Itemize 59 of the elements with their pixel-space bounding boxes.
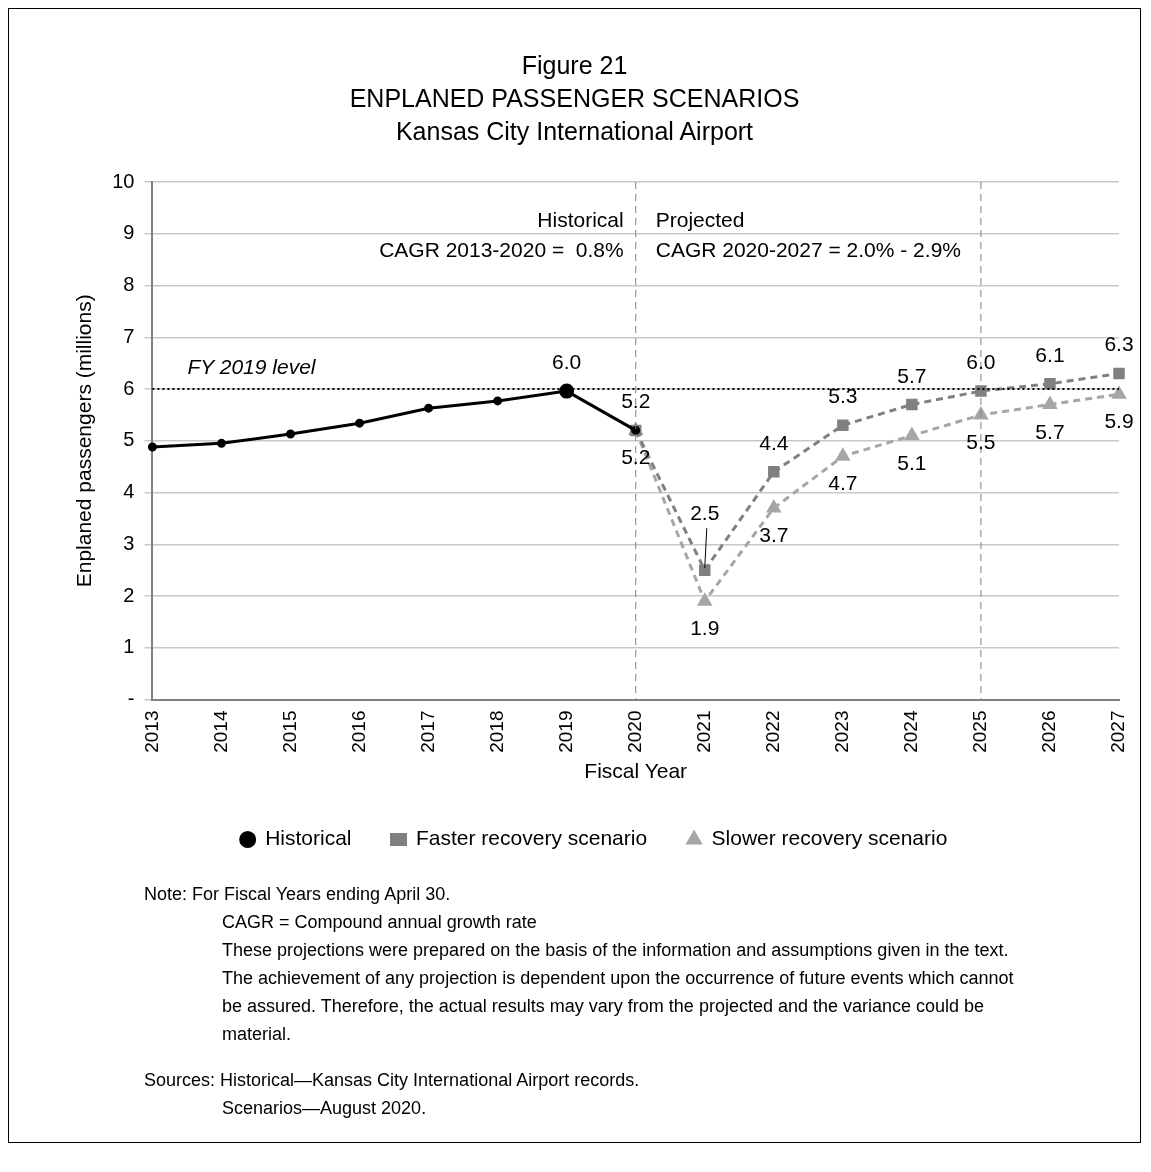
x-tick-label: 2013 — [140, 710, 162, 753]
annotation: Historical — [537, 208, 624, 231]
x-tick-label: 2017 — [416, 710, 438, 753]
data-label: 3.7 — [759, 523, 789, 547]
y-tick-label: 5 — [123, 428, 135, 451]
x-tick-label: 2015 — [278, 710, 300, 753]
data-label: 1.9 — [690, 616, 720, 640]
data-label: 5.7 — [1035, 419, 1065, 443]
y-tick-label: 6 — [123, 376, 135, 399]
data-label: 6.3 — [1104, 332, 1134, 356]
x-tick-label: 2014 — [209, 710, 231, 753]
data-label: 5.7 — [897, 363, 927, 387]
chart-title: Figure 21 ENPLANED PASSENGER SCENARIOS Kansas City International Airport — [348, 50, 801, 147]
annotation: Projected — [655, 208, 745, 231]
y-tick-label: 8 — [123, 273, 135, 296]
legend-label: Slower recovery scenario — [711, 826, 948, 850]
x-tick-label: 2027 — [1107, 710, 1129, 753]
data-label: 2.5 — [690, 501, 720, 525]
data-label: 6.0 — [966, 350, 996, 374]
data-label: 4.4 — [759, 430, 789, 454]
y-axis-title: Enplaned passengers (millions) — [72, 294, 96, 588]
data-label: 5.3 — [828, 384, 858, 408]
x-tick-label: 2018 — [485, 710, 507, 753]
x-tick-label: 2020 — [623, 710, 645, 753]
legend-label: Faster recovery scenario — [416, 826, 648, 850]
data-label: 5.2 — [621, 389, 651, 413]
y-tick-label: 2 — [123, 583, 135, 606]
y-tick-label: 10 — [112, 169, 135, 192]
x-tick-label: 2021 — [693, 710, 714, 753]
annotation: CAGR 2020-2027 = 2.0% - 2.9% — [655, 238, 961, 261]
x-tick-label: 2025 — [969, 710, 991, 753]
annotation: CAGR 2013-2020 = 0.8% — [379, 238, 624, 261]
data-label: 6.0 — [552, 350, 582, 374]
x-tick-label: 2026 — [1038, 710, 1060, 753]
source-note: Sources: Historical—Kansas City International Airport records. — [144, 1069, 641, 1092]
x-axis-title: Fiscal Year — [584, 759, 688, 783]
y-tick-label: 7 — [123, 324, 135, 347]
data-label: 5.5 — [966, 429, 996, 453]
legend-label: Historical — [265, 826, 352, 850]
data-label: 5.2 — [621, 445, 651, 469]
data-label: 6.1 — [1035, 342, 1065, 366]
data-label: 5.1 — [897, 450, 927, 474]
x-tick-label: 2022 — [762, 710, 784, 753]
y-tick-label: 3 — [123, 531, 135, 554]
y-tick-label: 9 — [123, 221, 135, 244]
text: These projections were prepared on the basis of the information and assumptions given in the text. The achievement of any projection is dependent upon the occurrence of future events which cannot be assured. Therefore, the actual results may vary from the projected and the variance could be material. — [222, 939, 1015, 1046]
x-tick-label: 2019 — [554, 710, 576, 753]
data-label: 4.7 — [828, 471, 858, 495]
text: Note: For Fiscal Years ending April 30. — [144, 883, 452, 906]
y-tick-label: - — [127, 687, 135, 710]
y-tick-label: 1 — [123, 635, 135, 658]
x-tick-label: 2023 — [831, 710, 853, 753]
ref-line-label: FY 2019 level — [187, 355, 317, 379]
text: Scenarios—August 2020. — [222, 1097, 428, 1120]
data-label: 5.9 — [1104, 409, 1134, 433]
text: CAGR = Compound annual growth rate — [222, 911, 538, 934]
x-tick-label: 2024 — [900, 710, 922, 753]
y-tick-label: 4 — [123, 480, 135, 503]
x-tick-label: 2016 — [347, 710, 369, 753]
